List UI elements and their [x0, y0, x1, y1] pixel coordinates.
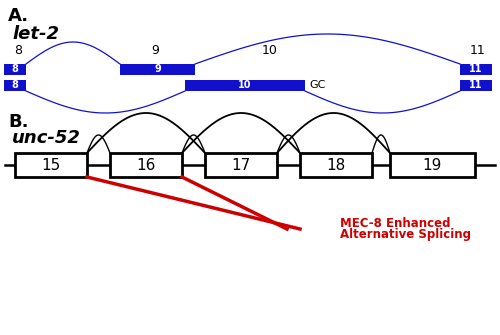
Text: MEC-8 Enhanced: MEC-8 Enhanced	[340, 217, 450, 230]
Bar	[185, 80, 305, 91]
Text: Alternative Splicing: Alternative Splicing	[340, 228, 471, 241]
Text: GC: GC	[309, 80, 326, 90]
Bar	[460, 80, 492, 91]
Bar	[390, 153, 475, 177]
Text: 8: 8	[12, 80, 18, 90]
Bar	[120, 64, 195, 75]
Text: 8: 8	[12, 65, 18, 74]
Text: 18: 18	[326, 157, 345, 173]
Bar	[4, 64, 26, 75]
Text: 8: 8	[14, 44, 22, 57]
Bar	[300, 153, 372, 177]
Bar	[460, 64, 492, 75]
Bar	[4, 80, 26, 91]
Text: let-2: let-2	[12, 25, 59, 43]
Text: 11: 11	[469, 65, 483, 74]
Text: 19: 19	[423, 157, 442, 173]
Text: 15: 15	[42, 157, 60, 173]
Text: B.: B.	[8, 113, 28, 131]
Text: 10: 10	[238, 80, 252, 90]
Text: 17: 17	[232, 157, 250, 173]
Text: 9: 9	[154, 65, 161, 74]
Text: A.: A.	[8, 7, 29, 25]
Bar	[110, 153, 182, 177]
Text: 16: 16	[136, 157, 156, 173]
Text: 9: 9	[151, 44, 159, 57]
Text: unc-52: unc-52	[12, 129, 81, 147]
Text: 10: 10	[262, 44, 278, 57]
Bar	[205, 153, 277, 177]
Bar	[15, 153, 87, 177]
Text: 11: 11	[469, 80, 483, 90]
Text: 11: 11	[470, 44, 486, 57]
